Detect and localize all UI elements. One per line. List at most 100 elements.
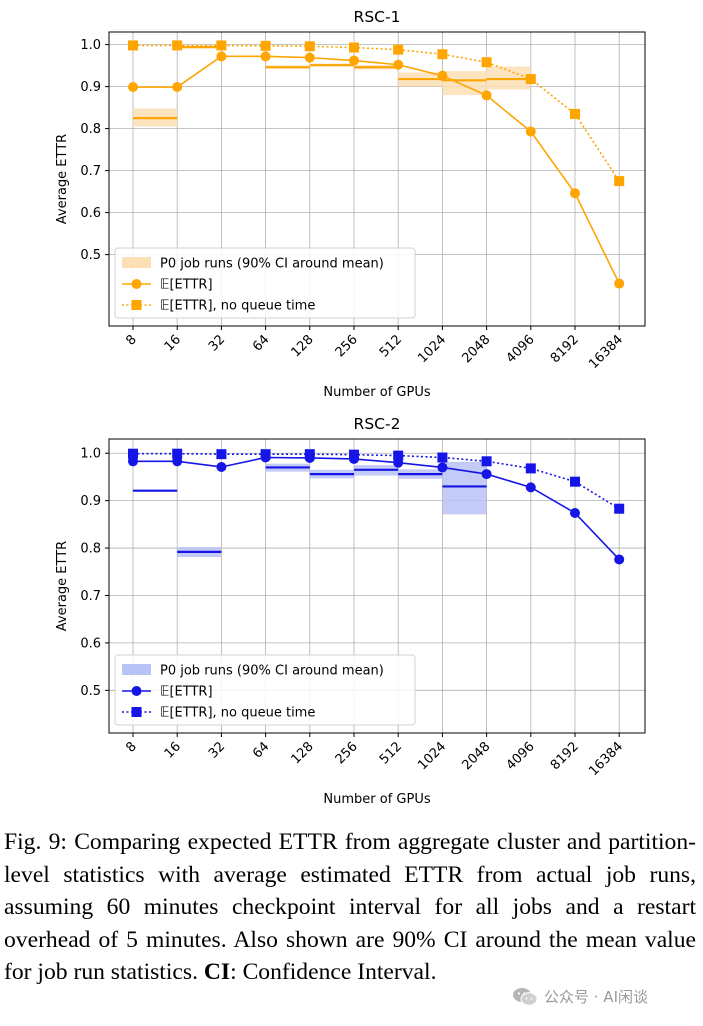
y-tick-label: 0.6	[80, 636, 101, 651]
data-point-ettr	[216, 51, 227, 62]
x-tick-label: 4096	[504, 332, 538, 366]
figure-caption: Fig. 9: Comparing expected ETTR from agg…	[4, 826, 696, 989]
x-tick-label: 8192	[548, 739, 582, 773]
chart-title: RSC-1	[354, 8, 401, 26]
y-tick-label: 0.5	[80, 684, 101, 699]
data-point-no-queue	[216, 40, 227, 51]
data-point-ettr	[437, 462, 448, 473]
x-tick-label: 2048	[459, 332, 493, 366]
data-point-ettr	[172, 82, 183, 93]
data-point-no-queue	[349, 42, 359, 53]
data-point-ettr	[614, 554, 625, 565]
x-axis-label: Number of GPUs	[323, 792, 430, 807]
legend-marker-circle	[131, 279, 142, 289]
data-point-ettr	[393, 59, 404, 70]
data-point-ettr	[481, 469, 492, 480]
y-tick-label: 0.7	[80, 164, 101, 179]
x-tick-label: 8	[123, 739, 139, 755]
x-tick-label: 32	[206, 739, 228, 761]
legend-swatch-p0	[122, 257, 151, 268]
data-point-no-queue	[128, 40, 138, 51]
legend-label-p0: P0 job runs (90% CI around mean)	[160, 257, 384, 272]
data-point-no-queue	[525, 74, 536, 85]
figure: 0.5 0.6 0.7 0.8 0.9 1.0 8 16 32 64 128 256 512 1024 20…	[55, 8, 646, 807]
caption-term: CI	[203, 959, 231, 986]
data-point-no-queue	[172, 40, 183, 51]
axes-frame	[108, 31, 646, 327]
x-tick-label: 256	[333, 739, 361, 767]
y-axis-label: Average ETTR	[55, 541, 70, 631]
x-tick-label: 512	[377, 332, 405, 360]
data-point-no-queue	[260, 449, 271, 460]
data-point-ettr	[570, 507, 580, 518]
data-point-no-queue	[304, 449, 315, 460]
x-tick-label: 16384	[586, 332, 626, 372]
data-point-no-queue	[128, 448, 138, 459]
x-tick-label: 256	[333, 332, 361, 360]
data-point-no-queue	[570, 108, 580, 119]
caption-text: Comparing expected ETTR from aggregate c…	[4, 829, 697, 986]
data-point-ettr	[525, 126, 536, 137]
x-tick-label: 8192	[548, 332, 582, 366]
y-tick-label: 0.8	[80, 542, 101, 557]
data-point-ettr	[614, 278, 625, 289]
data-point-no-queue	[481, 57, 492, 68]
series-line-ettr	[133, 456, 620, 560]
legend-label-series: 𝔼[ETTR]	[160, 685, 213, 700]
watermark-text: 公众号 · AI闲谈	[544, 988, 648, 1006]
y-tick-label: 0.8	[80, 122, 101, 137]
data-point-ettr	[349, 55, 359, 66]
axes-frame	[108, 438, 646, 734]
data-point-ettr	[128, 456, 138, 467]
data-point-ettr	[304, 52, 315, 63]
legend-label-p0: P0 job runs (90% CI around mean)	[160, 664, 384, 679]
data-point-ettr	[481, 90, 492, 101]
caption-label: Fig. 9:	[4, 829, 67, 855]
data-point-ettr	[172, 456, 183, 467]
data-point-no-queue	[481, 456, 492, 467]
y-axis-label: Average ETTR	[55, 134, 70, 224]
series-line-no-queue	[133, 452, 620, 510]
data-point-ettr	[216, 461, 227, 472]
data-point-ettr	[437, 70, 448, 81]
x-tick-label: 512	[377, 739, 405, 767]
x-tick-label: 4096	[504, 739, 538, 773]
x-tick-label: 16	[162, 332, 184, 354]
watermark: 公众号 · AI闲谈	[512, 986, 648, 1007]
chart-rsc-2: 0.5 0.6 0.7 0.8 0.9 1.0 8 16 32 64 128 256 512 1024 20…	[55, 415, 646, 807]
legend-swatch-p0	[122, 664, 151, 675]
x-tick-label: 1024	[415, 739, 449, 773]
data-point-no-queue	[216, 449, 227, 460]
legend-box	[114, 654, 416, 726]
x-tick-label: 64	[250, 332, 272, 354]
data-point-no-queue	[304, 41, 315, 52]
data-point-no-queue	[525, 463, 536, 474]
legend: P0 job runs (90% CI around mean) 𝔼[ETTR] 𝔼…	[114, 654, 416, 726]
data-point-no-queue	[393, 450, 404, 461]
data-point-no-queue	[614, 176, 625, 187]
y-tick-label: 0.5	[80, 248, 101, 263]
legend-marker-square	[131, 707, 142, 717]
legend-label-series: 𝔼[ETTR], no queue time	[160, 299, 315, 314]
data-point-no-queue	[349, 449, 359, 460]
p0-ci-band	[442, 71, 487, 95]
y-tick-label: 0.9	[80, 494, 101, 509]
chart-rsc-1: 0.5 0.6 0.7 0.8 0.9 1.0 8 16 32 64 128 256 512 1024 20…	[55, 8, 646, 400]
x-tick-label: 32	[206, 332, 228, 354]
series-line-no-queue	[133, 44, 620, 182]
x-tick-label: 16	[162, 739, 184, 761]
data-point-ettr	[260, 51, 271, 62]
wechat-icon	[513, 987, 538, 1006]
x-tick-label: 16384	[586, 739, 626, 779]
y-tick-label: 0.6	[80, 206, 101, 221]
p0-ci-band	[442, 461, 487, 515]
legend-label-series: 𝔼[ETTR]	[160, 278, 213, 293]
y-tick-label: 1.0	[80, 38, 101, 53]
x-tick-label: 128	[288, 332, 316, 360]
legend-label-series: 𝔼[ETTR], no queue time	[160, 706, 315, 721]
x-tick-label: 8	[123, 332, 139, 348]
x-axis-label: Number of GPUs	[323, 385, 430, 400]
data-point-ettr	[128, 82, 138, 93]
y-tick-label: 0.7	[80, 589, 101, 604]
data-point-no-queue	[614, 503, 625, 514]
